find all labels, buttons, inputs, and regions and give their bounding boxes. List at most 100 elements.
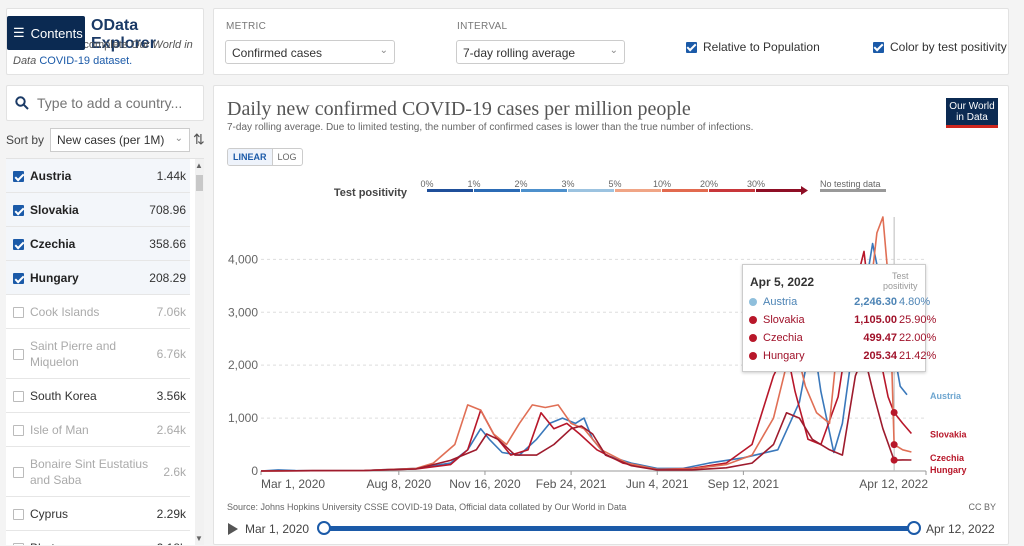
checkbox-unchecked-icon[interactable] <box>13 390 24 402</box>
country-value: 6.76k <box>156 347 186 361</box>
checkbox-unchecked-icon[interactable] <box>13 542 24 545</box>
metric-select[interactable]: Confirmed cases ⌄ <box>225 40 395 64</box>
contents-label: Contents <box>30 25 83 41</box>
country-name: Bhutan <box>30 540 150 545</box>
checkbox-checked-icon <box>873 41 884 53</box>
checkbox-unchecked-icon[interactable] <box>13 466 24 478</box>
license-link[interactable]: CC BY <box>968 502 996 512</box>
dataset-link[interactable]: COVID-19 dataset. <box>39 55 133 67</box>
country-value: 358.66 <box>149 237 186 251</box>
checkbox-checked-icon[interactable] <box>13 238 24 250</box>
country-row[interactable]: Bonaire Sint Eustatius and Saba 2.6k <box>6 447 190 497</box>
timeline-start-handle[interactable] <box>317 521 331 535</box>
country-row[interactable]: Saint Pierre and Miquelon 6.76k <box>6 329 190 379</box>
y-tick-label: 1,000 <box>228 411 258 425</box>
legend-swatch <box>615 189 661 192</box>
chevron-up-icon[interactable]: ▲ <box>195 161 203 170</box>
menu-icon: ☰ <box>13 25 25 40</box>
x-tick-label: Feb 24, 2021 <box>536 477 607 491</box>
country-name: Slovakia <box>30 203 79 217</box>
country-name: Czechia <box>30 237 76 251</box>
legend-tick: 5% <box>608 179 621 189</box>
country-name: Cook Islands <box>30 305 100 319</box>
tooltip-series-name: Hungary <box>763 350 805 362</box>
country-list: Austria 1.44k Slovakia 708.96 Czechia 358.66 H… <box>6 158 204 545</box>
chevron-down-icon: ⌄ <box>174 133 183 144</box>
tooltip-positivity: 25.90% <box>899 314 937 326</box>
color-by-positivity-label: Color by test positivity <box>890 40 1007 54</box>
tooltip-series-value: 499.47 <box>863 332 897 344</box>
x-tick-label: Nov 16, 2020 <box>449 477 521 491</box>
play-icon[interactable] <box>228 523 238 535</box>
interval-select[interactable]: 7-day rolling average ⌄ <box>456 40 625 64</box>
sort-row: Sort by New cases (per 1M) ⌄ ⇅ <box>6 128 205 152</box>
timeline-end-label: Apr 12, 2022 <box>926 522 995 536</box>
country-value: 7.06k <box>156 305 186 319</box>
timeline-track[interactable] <box>324 526 914 531</box>
x-tick-label: Apr 12, 2022 <box>859 477 928 491</box>
country-row[interactable]: South Korea 3.56k <box>6 379 190 413</box>
chart-panel: Test positivity 0% 1% 2% 3% 5% 10% 20% 30% No tes… <box>213 85 1009 545</box>
y-tick-label: 0 <box>251 464 258 478</box>
country-row[interactable]: Bhutan 2.18k <box>6 531 190 545</box>
checkbox-unchecked-icon[interactable] <box>13 508 24 520</box>
metric-label: METRIC <box>226 21 267 32</box>
tooltip: Apr 5, 2022 Test positivity Austria 2,246.… <box>742 264 937 372</box>
tooltip-series-name: Czechia <box>763 332 803 344</box>
country-row[interactable]: Hungary 208.29 <box>6 261 190 295</box>
scale-log-button[interactable]: LOG <box>277 152 297 162</box>
country-name: Austria <box>30 169 72 183</box>
country-row[interactable]: Slovakia 708.96 <box>6 193 190 227</box>
checkbox-checked-icon[interactable] <box>13 170 24 182</box>
chevron-down-icon[interactable]: ▼ <box>195 534 203 543</box>
source-note: Source: Johns Hopkins University CSSE CO… <box>227 502 627 512</box>
tooltip-series-value: 1,105.00 <box>854 314 897 326</box>
checkbox-unchecked-icon[interactable] <box>13 306 24 318</box>
list-scrollbar[interactable]: ▲ ▼ <box>195 159 204 545</box>
checkbox-checked-icon[interactable] <box>13 204 24 216</box>
legend-swatch <box>662 189 708 192</box>
country-search <box>6 85 204 121</box>
country-row[interactable]: Cyprus 2.29k <box>6 497 190 531</box>
sort-select[interactable]: New cases (per 1M) ⌄ <box>50 128 190 152</box>
legend-tick: 20% <box>700 179 718 189</box>
owid-logo[interactable]: Our World in Data <box>946 98 998 128</box>
country-value: 2.6k <box>163 465 186 479</box>
legend-swatch <box>756 189 802 192</box>
contents-button[interactable]: ☰ Contents <box>7 16 85 50</box>
country-row[interactable]: Austria 1.44k <box>6 159 190 193</box>
legend-no-data-swatch <box>820 189 886 192</box>
legend-tick: 10% <box>653 179 671 189</box>
timeline-end-handle[interactable] <box>907 521 921 535</box>
tooltip-row: Austria 2,246.30 4.80% <box>749 295 930 311</box>
legend-tick: 1% <box>467 179 480 189</box>
color-by-positivity-checkbox[interactable]: Color by test positivity <box>873 40 1007 54</box>
checkbox-unchecked-icon[interactable] <box>13 348 24 360</box>
sort-order-icon[interactable]: ⇅ <box>193 131 205 147</box>
checkbox-checked-icon[interactable] <box>13 272 24 284</box>
country-row[interactable]: Cook Islands 7.06k <box>6 295 190 329</box>
legend-swatch <box>521 189 567 192</box>
timeline-start-label: Mar 1, 2020 <box>245 522 310 536</box>
search-input[interactable] <box>37 95 187 111</box>
relative-to-population-checkbox[interactable]: Relative to Population <box>686 40 820 54</box>
tooltip-header: Test positivity <box>883 271 918 291</box>
country-row[interactable]: Isle of Man 2.64k <box>6 413 190 447</box>
country-value: 2.29k <box>156 507 186 521</box>
chevron-down-icon: ⌄ <box>609 45 618 56</box>
country-name: Bonaire Sint Eustatius and Saba <box>30 457 149 487</box>
scale-linear-button[interactable]: LINEAR <box>228 149 273 165</box>
country-value: 1.44k <box>156 169 186 183</box>
interval-value: 7-day rolling average <box>463 46 576 60</box>
legend-title: Test positivity <box>334 187 408 199</box>
series-line <box>260 353 912 472</box>
scroll-thumb[interactable] <box>196 175 203 191</box>
country-name: Saint Pierre and Miquelon <box>30 339 117 369</box>
checkbox-unchecked-icon[interactable] <box>13 424 24 436</box>
metric-value: Confirmed cases <box>232 46 323 60</box>
country-row[interactable]: Czechia 358.66 <box>6 227 190 261</box>
country-value: 2.64k <box>156 423 186 437</box>
owid-name: Our World in Data <box>13 39 193 67</box>
legend-tick: 30% <box>747 179 765 189</box>
controls-bar: METRIC Confirmed cases ⌄ INTERVAL 7-day … <box>213 8 1009 75</box>
